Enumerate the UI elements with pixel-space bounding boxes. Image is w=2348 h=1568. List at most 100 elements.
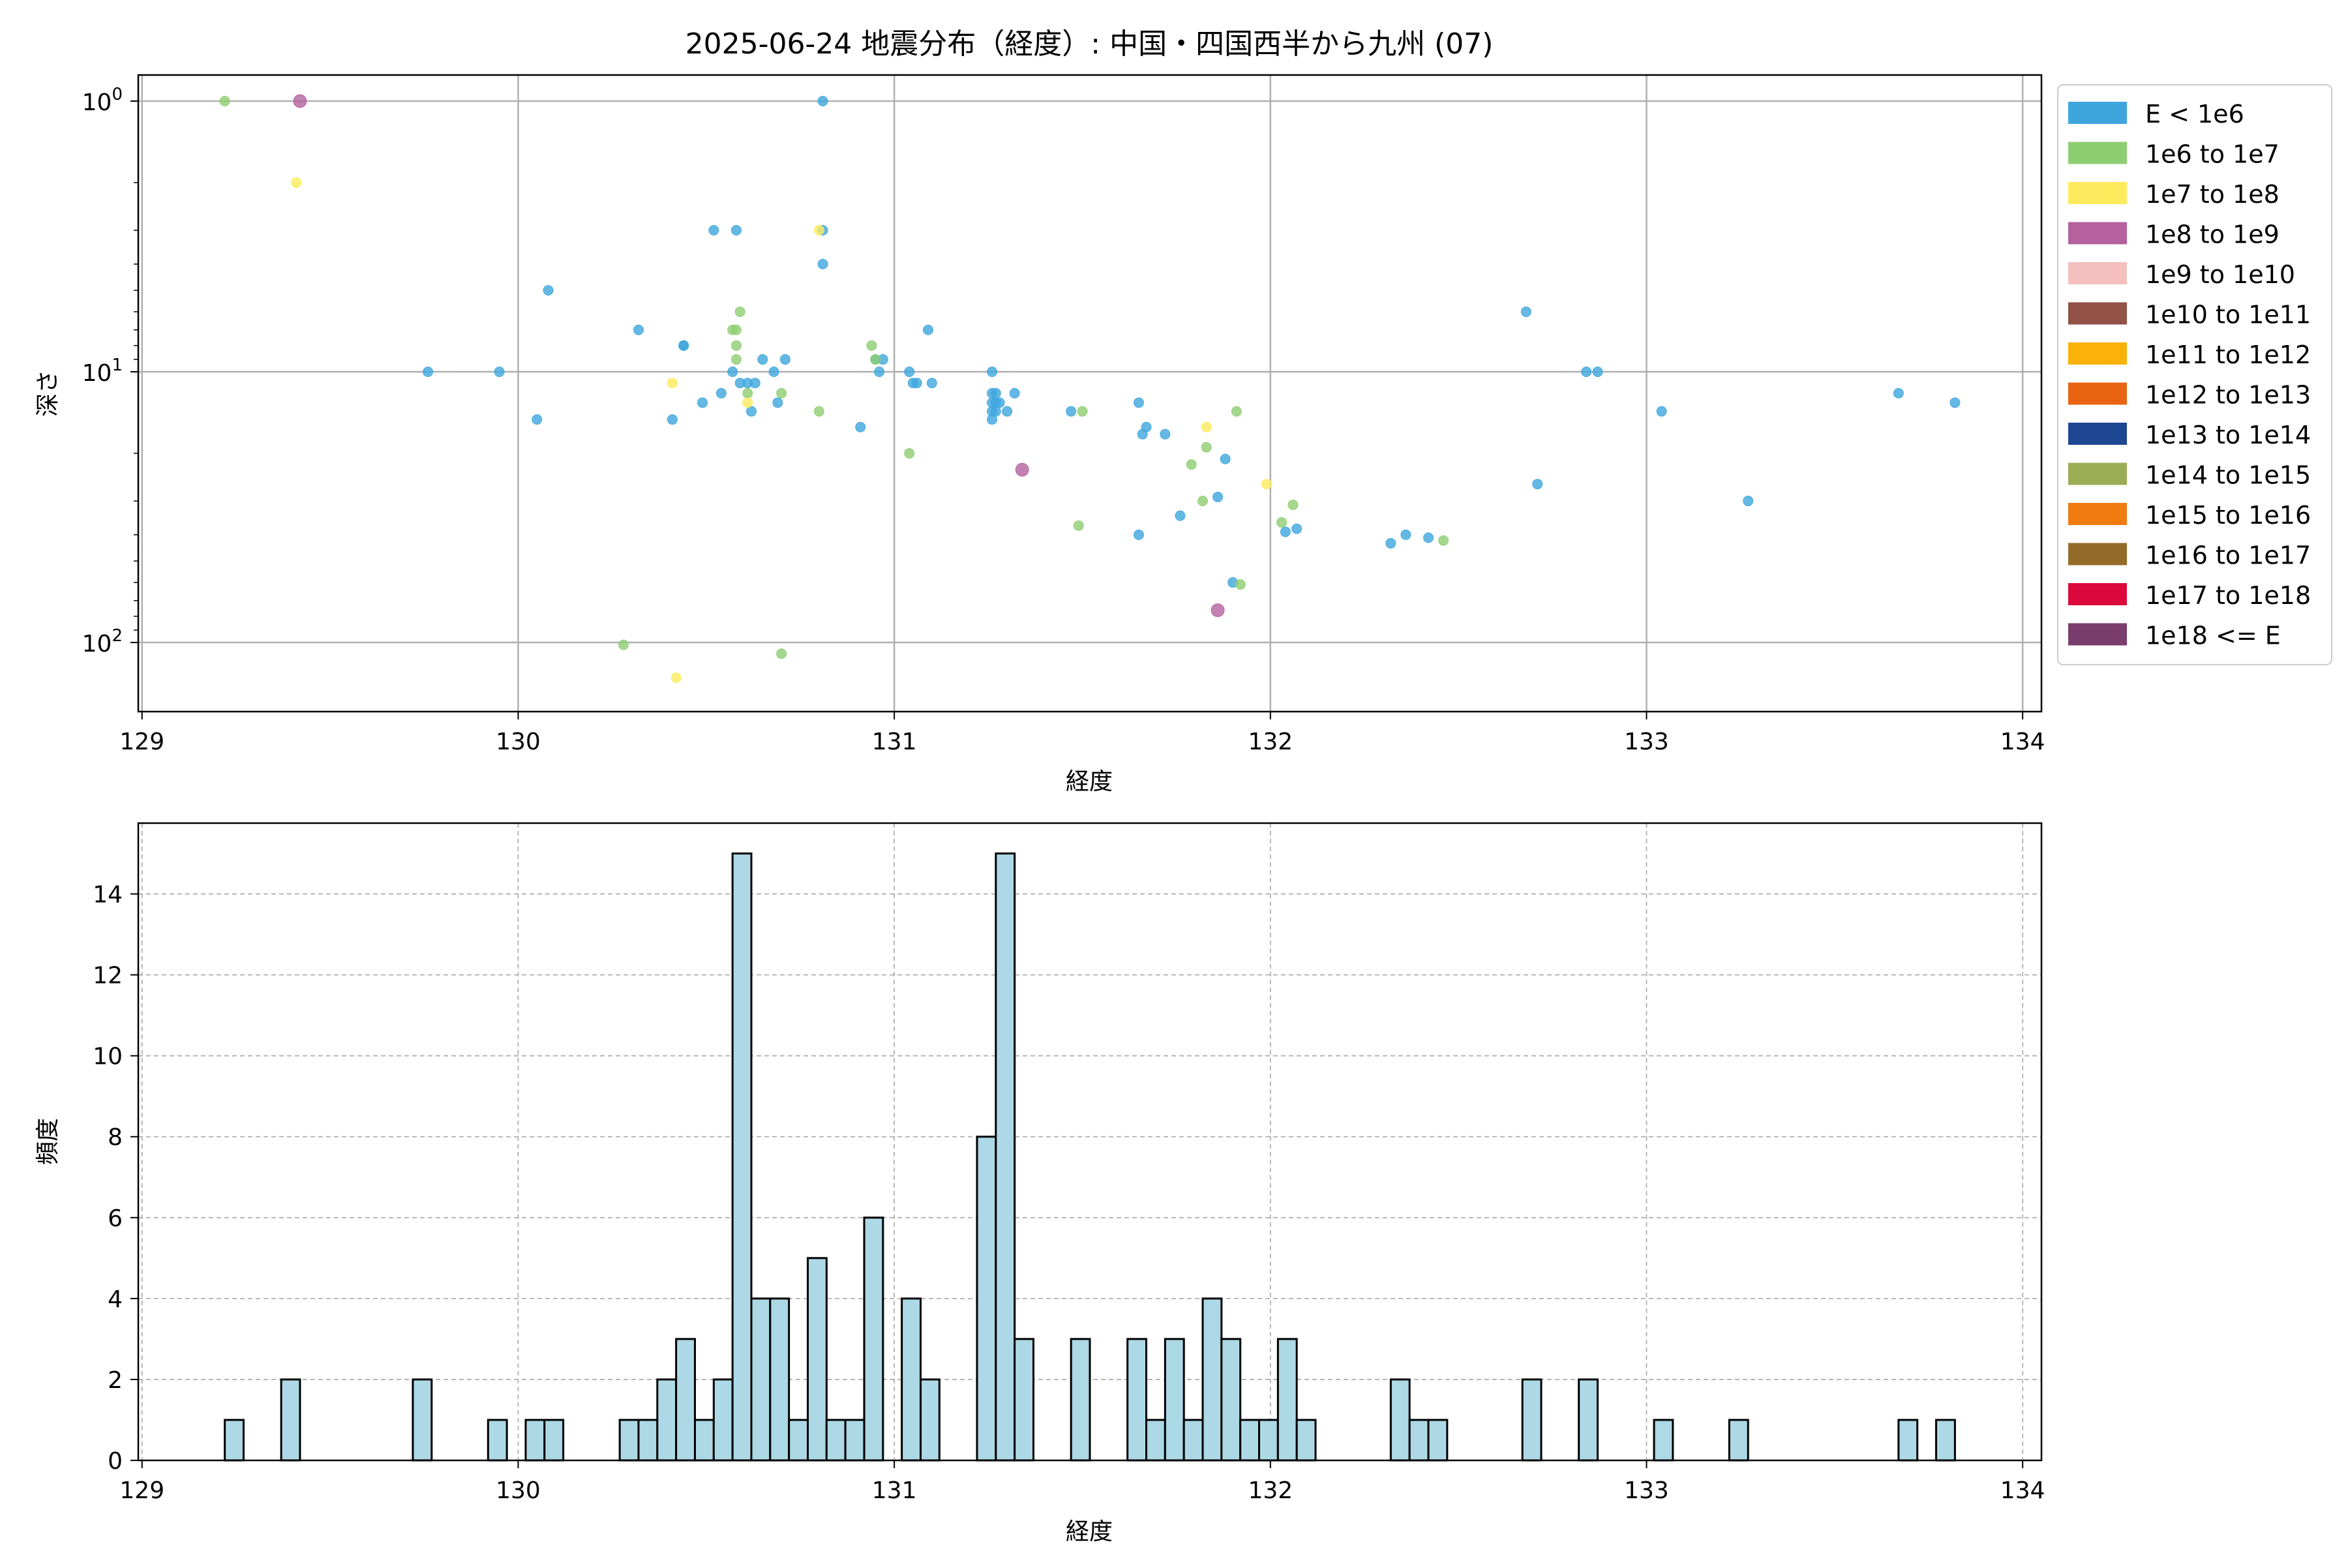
histogram-bar bbox=[919, 1378, 941, 1462]
legend-label: E < 1e6 bbox=[2145, 100, 2244, 128]
scatter-point bbox=[1212, 491, 1224, 502]
scatter-point bbox=[1066, 406, 1077, 417]
scatter-point bbox=[494, 367, 505, 378]
scatter-x-axis-label: 経度 bbox=[1066, 768, 1113, 795]
histogram-bar bbox=[618, 1419, 640, 1462]
histogram-bar bbox=[995, 852, 1016, 1462]
scatter-point bbox=[742, 397, 753, 408]
scatter-point bbox=[904, 367, 915, 378]
legend-label: 1e10 to 1e11 bbox=[2145, 301, 2311, 329]
scatter-point bbox=[1186, 459, 1197, 470]
legend-label: 1e7 to 1e8 bbox=[2145, 180, 2280, 209]
histogram-bar bbox=[1578, 1378, 1599, 1462]
histogram-bar bbox=[693, 1419, 715, 1462]
scatter-x-tick-label: 131 bbox=[872, 729, 917, 755]
scatter-point bbox=[1009, 387, 1020, 399]
scatter-point bbox=[1280, 526, 1291, 537]
histogram-y-ticks: 0 2 4 6 8 10 12 14 bbox=[93, 882, 138, 1475]
legend-swatch bbox=[2068, 423, 2127, 445]
histogram-y-tick-label: 8 bbox=[108, 1124, 123, 1151]
scatter-point bbox=[870, 354, 881, 365]
scatter-point bbox=[757, 354, 768, 365]
histogram-bar bbox=[412, 1378, 433, 1462]
legend-label: 1e18 <= E bbox=[2145, 622, 2281, 650]
histogram-bar bbox=[1239, 1419, 1261, 1462]
histogram-bar bbox=[1521, 1378, 1543, 1462]
legend-label: 1e14 to 1e15 bbox=[2145, 461, 2311, 490]
scatter-y-tick-label: 101 bbox=[82, 355, 123, 387]
scatter-point bbox=[1385, 537, 1396, 549]
scatter-point bbox=[727, 367, 738, 378]
scatter-y-tick-label: 102 bbox=[82, 626, 123, 657]
scatter-x-tick-label: 130 bbox=[496, 729, 541, 755]
histogram-y-tick-label: 4 bbox=[108, 1286, 123, 1313]
scatter-point bbox=[1160, 429, 1171, 440]
legend-swatch bbox=[2068, 182, 2127, 204]
scatter-point bbox=[904, 447, 915, 459]
scatter-point bbox=[768, 367, 779, 378]
scatter-point bbox=[293, 94, 307, 108]
scatter-point bbox=[1291, 523, 1302, 534]
scatter-x-ticks: 129 130 131 132 133 134 bbox=[119, 712, 2045, 755]
histogram-bar bbox=[1164, 1338, 1185, 1462]
histogram-bar bbox=[788, 1419, 809, 1462]
histogram-bars bbox=[224, 852, 1956, 1462]
histogram-bar bbox=[1258, 1419, 1279, 1462]
scatter-point bbox=[813, 225, 824, 236]
scatter-y-axis-label: 深さ bbox=[35, 370, 61, 417]
scatter-panel: 2025-06-24 地震分布（経度）: 中国・四国西半から九州 (07) 12… bbox=[35, 27, 2332, 795]
histogram-bar bbox=[487, 1419, 508, 1462]
histogram-bar bbox=[1145, 1419, 1166, 1462]
scatter-point bbox=[749, 378, 760, 389]
scatter-point bbox=[1231, 406, 1242, 417]
histogram-x-tick-label: 134 bbox=[2000, 1477, 2045, 1504]
scatter-point bbox=[667, 414, 678, 425]
histogram-bar bbox=[1126, 1338, 1148, 1462]
histogram-y-axis-label: 頻度 bbox=[35, 1118, 61, 1165]
scatter-point bbox=[1141, 421, 1152, 432]
histogram-plot-frame bbox=[137, 822, 2043, 1462]
scatter-x-tick-label: 129 bbox=[119, 729, 164, 755]
scatter-point bbox=[1276, 517, 1287, 528]
scatter-point bbox=[618, 639, 629, 650]
legend-swatch bbox=[2068, 382, 2127, 405]
histogram-bar bbox=[1295, 1419, 1317, 1462]
scatter-x-tick-label: 133 bbox=[1624, 729, 1669, 755]
scatter-point bbox=[779, 354, 790, 365]
scatter-point bbox=[1002, 406, 1013, 417]
scatter-point bbox=[1211, 603, 1225, 618]
scatter-y-tick-label: 100 bbox=[82, 85, 123, 116]
scatter-point bbox=[730, 324, 742, 335]
legend-swatch bbox=[2068, 222, 2127, 245]
legend-label: 1e11 to 1e12 bbox=[2145, 340, 2311, 369]
legend-swatch bbox=[2068, 543, 2127, 565]
scatter-point bbox=[813, 406, 824, 417]
scatter-point bbox=[1015, 462, 1029, 477]
scatter-point bbox=[911, 378, 922, 389]
scatter-point bbox=[667, 378, 678, 389]
scatter-point bbox=[1197, 496, 1209, 507]
histogram-bar bbox=[675, 1338, 696, 1462]
scatter-point bbox=[1423, 532, 1434, 543]
histogram-bar bbox=[731, 852, 753, 1462]
legend-swatch bbox=[2068, 262, 2127, 284]
histogram-bar bbox=[976, 1136, 997, 1462]
scatter-x-tick-label: 132 bbox=[1248, 729, 1293, 755]
legend-label: 1e12 to 1e13 bbox=[2145, 381, 2311, 410]
scatter-point bbox=[730, 354, 742, 365]
histogram-bar bbox=[637, 1419, 659, 1462]
histogram-bar bbox=[1070, 1338, 1091, 1462]
legend-swatch bbox=[2068, 302, 2127, 325]
histogram-bar bbox=[1728, 1419, 1749, 1462]
legend-label: 1e13 to 1e14 bbox=[2145, 421, 2311, 449]
scatter-point bbox=[990, 406, 1001, 417]
scatter-x-tick-label: 134 bbox=[2000, 729, 2045, 755]
scatter-point bbox=[423, 367, 434, 378]
histogram-x-tick-label: 132 bbox=[1248, 1477, 1293, 1504]
scatter-point bbox=[1073, 520, 1084, 531]
scatter-point bbox=[990, 387, 1001, 399]
legend-label: 1e6 to 1e7 bbox=[2145, 140, 2280, 169]
scatter-point bbox=[994, 397, 1005, 408]
